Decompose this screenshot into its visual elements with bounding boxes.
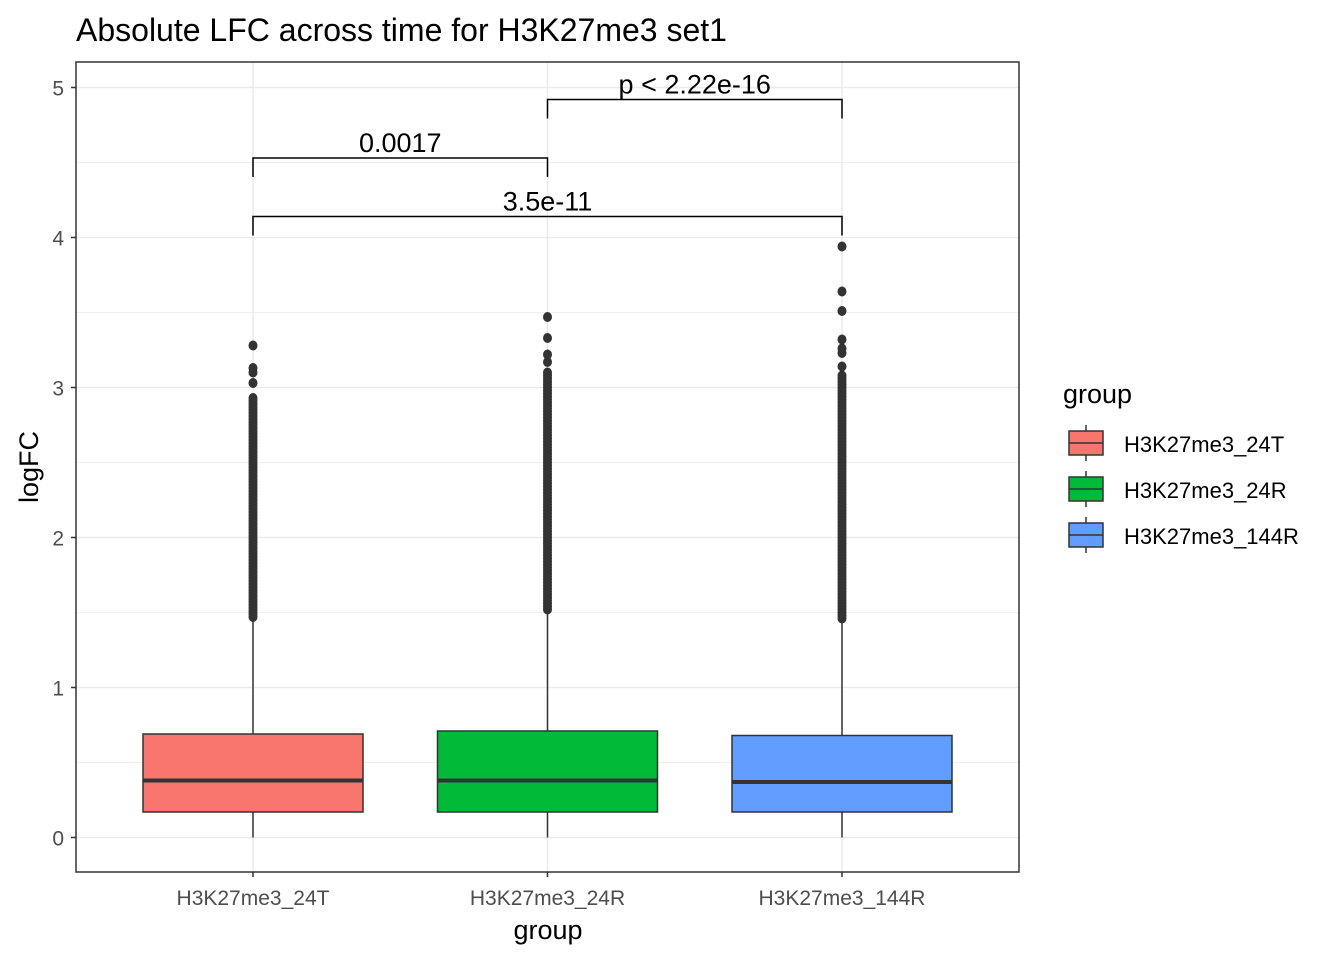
legend-label: H3K27me3_24T xyxy=(1124,432,1284,457)
outlier-point xyxy=(837,306,847,316)
outlier-point xyxy=(248,340,258,351)
box-H3K27me3_144R xyxy=(731,241,953,838)
bracket-line xyxy=(546,98,843,119)
outlier-point xyxy=(837,286,847,297)
outlier-point xyxy=(543,312,552,322)
outlier-point xyxy=(543,333,552,343)
outlier-point xyxy=(837,343,847,354)
legend-label: H3K27me3_24R xyxy=(1124,478,1287,503)
outlier-point xyxy=(837,370,847,381)
legend-item: H3K27me3_144R xyxy=(1068,517,1299,553)
outlier-point xyxy=(248,378,258,388)
outlier-point xyxy=(543,367,552,378)
comparison-bracket: p < 2.22e-16 xyxy=(546,70,843,119)
box-body xyxy=(436,730,659,813)
y-tick-label: 3 xyxy=(52,378,64,401)
p-value-label: p < 2.22e-16 xyxy=(619,70,771,100)
outlier-point xyxy=(248,363,258,373)
p-value-label: 3.5e-11 xyxy=(503,187,593,217)
outlier-point xyxy=(248,393,258,403)
bracket-line xyxy=(252,157,549,177)
p-value-label: 0.0017 xyxy=(359,128,442,158)
x-tick-label: H3K27me3_24R xyxy=(470,887,625,910)
legend-item: H3K27me3_24T xyxy=(1068,425,1284,461)
legend-label: H3K27me3_144R xyxy=(1124,524,1299,549)
legend: group H3K27me3_24T H3K27me3_24R H3K27me3_1… xyxy=(1063,379,1299,553)
x-axis-title: group xyxy=(513,915,582,945)
outlier-point xyxy=(543,357,552,367)
comparisons: 0.0017 3.5e-11 p < 2.22e-16 xyxy=(252,70,843,236)
comparison-bracket: 3.5e-11 xyxy=(252,187,843,236)
y-tick-label: 5 xyxy=(52,78,64,101)
outlier-point xyxy=(837,361,847,372)
boxes xyxy=(142,241,953,838)
x-tick-label: H3K27me3_24T xyxy=(177,887,330,910)
legend-title: group xyxy=(1063,379,1132,409)
legend-item: H3K27me3_24R xyxy=(1068,471,1287,507)
chart-title: Absolute LFC across time for H3K27me3 se… xyxy=(76,12,727,48)
outlier-point xyxy=(837,334,847,345)
x-axis: H3K27me3_24T H3K27me3_24R H3K27me3_144R xyxy=(177,872,926,910)
y-tick-label: 1 xyxy=(52,678,64,701)
box-body xyxy=(731,734,953,813)
y-axis: 0 1 2 3 4 5 xyxy=(52,78,76,851)
comparison-bracket: 0.0017 xyxy=(252,128,549,177)
bracket-line xyxy=(252,215,843,236)
y-tick-label: 4 xyxy=(52,228,64,251)
y-tick-label: 0 xyxy=(52,828,64,851)
box-H3K27me3_24T xyxy=(142,340,364,838)
box-H3K27me3_24R xyxy=(436,312,659,838)
y-tick-label: 2 xyxy=(52,528,64,551)
y-axis-title: logFC xyxy=(14,431,44,503)
x-tick-label: H3K27me3_144R xyxy=(759,887,926,910)
outlier-point xyxy=(837,241,847,252)
outlier-point xyxy=(543,349,552,360)
box-body xyxy=(142,733,364,813)
